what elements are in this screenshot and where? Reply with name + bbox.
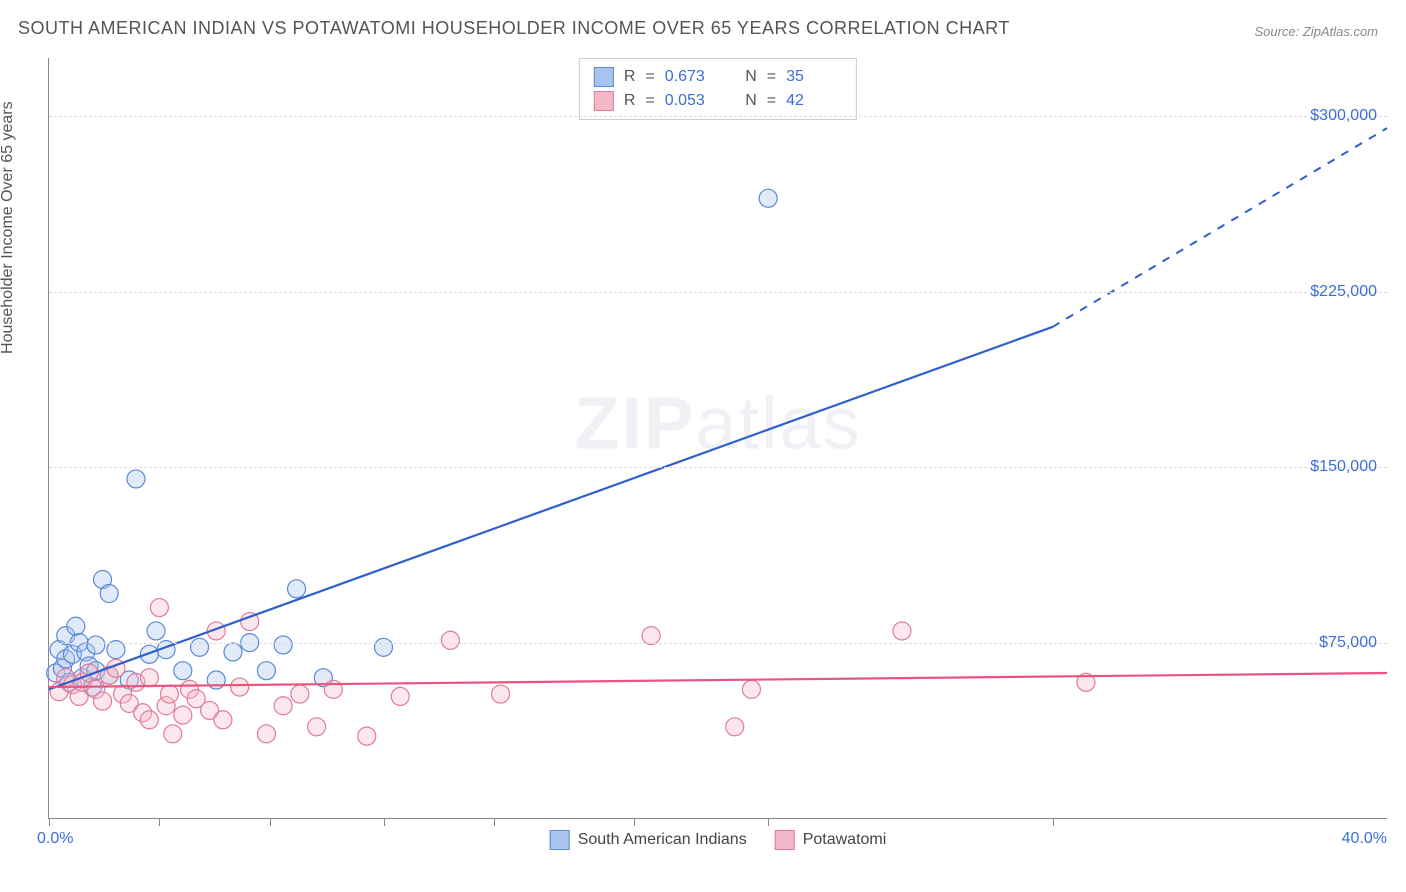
scatter-point — [257, 662, 275, 680]
y-tick-label: $150,000 — [1310, 458, 1377, 476]
scatter-point — [147, 622, 165, 640]
y-tick-label: $300,000 — [1310, 107, 1377, 125]
stats-value: 0.673 — [665, 68, 721, 86]
scatter-point — [140, 711, 158, 729]
regression-line — [49, 673, 1387, 687]
stats-label: = — [645, 68, 654, 86]
stats-label: = — [645, 92, 654, 110]
x-axis-max-label: 40.0% — [1342, 830, 1387, 848]
gridline — [49, 467, 1387, 468]
stats-label: N — [745, 92, 757, 110]
y-tick-label: $225,000 — [1310, 283, 1377, 301]
stats-label: = — [767, 68, 776, 86]
scatter-point — [391, 687, 409, 705]
gridline — [49, 116, 1387, 117]
stats-label — [731, 92, 735, 110]
scatter-point — [100, 585, 118, 603]
scatter-point — [174, 706, 192, 724]
scatter-point — [308, 718, 326, 736]
stats-value: 42 — [786, 92, 842, 110]
scatter-point — [94, 692, 112, 710]
stats-label: N — [745, 68, 757, 86]
scatter-point — [358, 727, 376, 745]
legend-item: Potawatomi — [775, 830, 887, 850]
scatter-point — [375, 638, 393, 656]
x-tick — [384, 818, 385, 826]
stats-value: 35 — [786, 68, 842, 86]
scatter-point — [214, 711, 232, 729]
scatter-point — [191, 638, 209, 656]
y-axis-label: Householder Income Over 65 years — [0, 101, 17, 354]
stats-label: R — [624, 68, 636, 86]
stats-label — [731, 68, 735, 86]
stats-label: R — [624, 92, 636, 110]
x-tick — [768, 818, 769, 826]
scatter-point — [441, 631, 459, 649]
stats-row: R = 0.673 N = 35 — [594, 65, 842, 89]
legend-swatch — [550, 830, 570, 850]
x-tick — [159, 818, 160, 826]
scatter-point — [257, 725, 275, 743]
scatter-point — [274, 636, 292, 654]
stats-legend-box: R = 0.673 N = 35 R = 0.053 N = 42 — [579, 58, 857, 120]
legend-swatch — [594, 91, 614, 111]
legend-swatch — [594, 67, 614, 87]
scatter-point — [164, 725, 182, 743]
scatter-point — [150, 599, 168, 617]
bottom-legend: South American Indians Potawatomi — [550, 830, 887, 850]
legend-swatch — [775, 830, 795, 850]
scatter-point — [224, 643, 242, 661]
chart-title: SOUTH AMERICAN INDIAN VS POTAWATOMI HOUS… — [18, 18, 1010, 39]
source-attribution: Source: ZipAtlas.com — [1254, 24, 1378, 39]
scatter-point — [231, 678, 249, 696]
scatter-point — [87, 636, 105, 654]
stats-value: 0.053 — [665, 92, 721, 110]
chart-plot-area: ZIPatlas R=0.673 N=35R=0.053 N=42 0.0% 4… — [48, 58, 1387, 819]
stats-row: R = 0.053 N = 42 — [594, 89, 842, 113]
scatter-point — [492, 685, 510, 703]
scatter-point — [742, 680, 760, 698]
gridline — [49, 292, 1387, 293]
chart-svg — [49, 58, 1387, 818]
x-tick — [634, 818, 635, 826]
legend-label: South American Indians — [578, 831, 747, 849]
scatter-point — [274, 697, 292, 715]
x-tick — [494, 818, 495, 826]
x-tick — [49, 818, 50, 826]
legend-label: Potawatomi — [803, 831, 887, 849]
x-tick — [1053, 818, 1054, 826]
y-tick-label: $75,000 — [1319, 634, 1377, 652]
scatter-point — [726, 718, 744, 736]
scatter-point — [291, 685, 309, 703]
scatter-point — [893, 622, 911, 640]
scatter-point — [759, 189, 777, 207]
x-tick — [270, 818, 271, 826]
scatter-point — [174, 662, 192, 680]
legend-item: South American Indians — [550, 830, 747, 850]
scatter-point — [160, 685, 178, 703]
scatter-point — [67, 617, 85, 635]
stats-label: = — [767, 92, 776, 110]
x-axis-min-label: 0.0% — [37, 830, 73, 848]
scatter-point — [127, 470, 145, 488]
gridline — [49, 643, 1387, 644]
scatter-point — [140, 669, 158, 687]
scatter-point — [288, 580, 306, 598]
